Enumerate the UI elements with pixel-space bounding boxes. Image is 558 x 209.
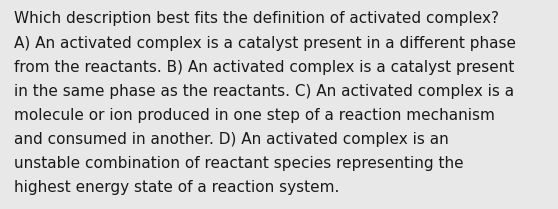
- Text: unstable combination of reactant species representing the: unstable combination of reactant species…: [14, 156, 464, 171]
- Text: and consumed in another. D) An activated complex is an: and consumed in another. D) An activated…: [14, 132, 449, 147]
- Text: from the reactants. B) An activated complex is a catalyst present: from the reactants. B) An activated comp…: [14, 60, 514, 75]
- Text: highest energy state of a reaction system.: highest energy state of a reaction syste…: [14, 180, 339, 195]
- Text: Which description best fits the definition of activated complex?: Which description best fits the definiti…: [14, 11, 499, 27]
- Text: in the same phase as the reactants. C) An activated complex is a: in the same phase as the reactants. C) A…: [14, 84, 514, 99]
- Text: A) An activated complex is a catalyst present in a different phase: A) An activated complex is a catalyst pr…: [14, 36, 516, 51]
- Text: molecule or ion produced in one step of a reaction mechanism: molecule or ion produced in one step of …: [14, 108, 495, 123]
